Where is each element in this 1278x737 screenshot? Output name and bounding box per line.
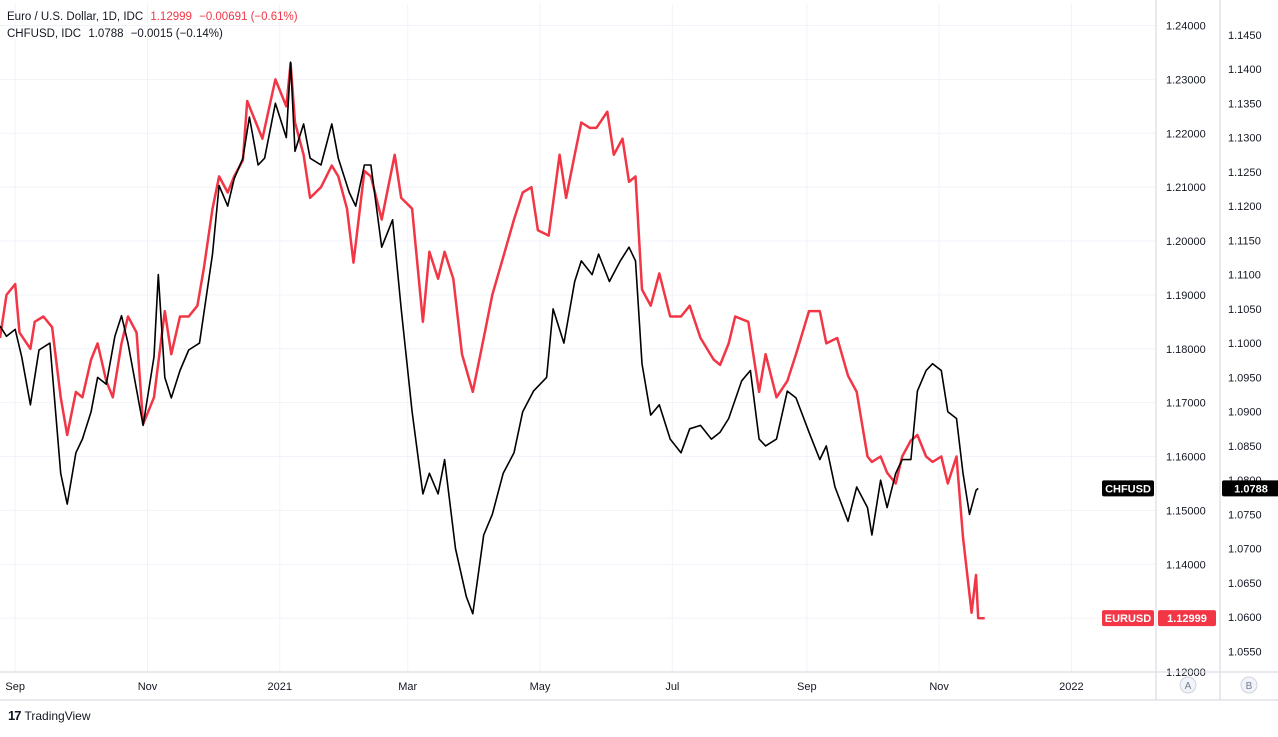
last-value-labels: EURUSD 1.12999 CHFUSD 1.0788 xyxy=(1102,480,1278,627)
y-tick-label-a: 1.21000 xyxy=(1166,182,1206,194)
y-tick-label-b: 1.0850 xyxy=(1228,441,1262,453)
y-tick-label-a: 1.14000 xyxy=(1166,559,1206,571)
last-value-tag-text: 1.0788 xyxy=(1234,483,1268,495)
y-tick-label-b: 1.1250 xyxy=(1228,167,1262,179)
y-tick-label-b: 1.0550 xyxy=(1228,646,1262,658)
last-value-tag-text: 1.12999 xyxy=(1167,613,1207,625)
last-value-tag-eurusd xyxy=(1158,610,1216,627)
x-tick-label: Sep xyxy=(5,681,25,693)
y-tick-label-b: 1.0650 xyxy=(1228,578,1262,590)
y-tick-label-b: 1.0750 xyxy=(1228,509,1262,521)
y-tick-label-b: 1.0900 xyxy=(1228,407,1262,419)
x-tick-label: Jul xyxy=(665,681,679,693)
y-tick-label-b: 1.1100 xyxy=(1228,270,1261,282)
chart-legend: Euro / U.S. Dollar, 1D, IDC 1.12999 −0.0… xyxy=(7,9,302,43)
tradingview-logo-icon: 17 xyxy=(8,708,22,723)
y-tick-label-a: 1.22000 xyxy=(1166,128,1206,140)
y-tick-label-b: 1.0950 xyxy=(1228,372,1262,384)
legend-eurusd-change: −0.00691 (−0.61%) xyxy=(199,11,298,23)
scale-button-a-label: A xyxy=(1185,681,1192,692)
series-layer xyxy=(0,61,985,620)
series-name-tag-chfusd xyxy=(1102,480,1154,497)
y-tick-label-a: 1.24000 xyxy=(1166,21,1206,33)
y-tick-label-a: 1.17000 xyxy=(1166,398,1206,410)
x-tick-label: May xyxy=(530,681,551,693)
series-name-tag-text: EURUSD xyxy=(1105,613,1152,625)
legend-chfusd-change: −0.0015 (−0.14%) xyxy=(130,28,223,40)
legend-eurusd-title: Euro / U.S. Dollar, 1D, IDC xyxy=(7,11,144,23)
x-tick-label: Mar xyxy=(398,681,417,693)
y-tick-label-a: 1.23000 xyxy=(1166,74,1206,86)
series-line-chfusd xyxy=(0,61,979,615)
last-value-tag-chfusd xyxy=(1222,480,1278,497)
y-tick-label-a: 1.19000 xyxy=(1166,290,1206,302)
x-tick-label: 2021 xyxy=(268,681,292,693)
y-tick-label-a: 1.15000 xyxy=(1166,505,1206,517)
y-tick-label-b: 1.0600 xyxy=(1228,612,1262,624)
y-tick-label-b: 1.1150 xyxy=(1228,235,1261,247)
legend-chfusd-last: 1.0788 xyxy=(88,28,124,40)
y-tick-label-b: 1.1050 xyxy=(1228,304,1262,316)
series-name-tag-text: CHFUSD xyxy=(1105,483,1151,495)
y-tick-label-b: 1.0700 xyxy=(1228,544,1262,556)
scale-button-a xyxy=(1179,676,1197,694)
x-tick-label: Sep xyxy=(797,681,817,693)
legend-row-eurusd[interactable]: Euro / U.S. Dollar, 1D, IDC 1.12999 −0.0… xyxy=(7,9,302,26)
series-line-eurusd xyxy=(0,62,985,620)
legend-chfusd-title: CHFUSD, IDC xyxy=(7,28,82,40)
series-name-tag-eurusd xyxy=(1102,610,1154,627)
y-tick-label-b: 1.1400 xyxy=(1228,64,1262,76)
y-tick-label-b: 1.1300 xyxy=(1228,133,1262,145)
scale-button-b-label: B xyxy=(1246,681,1253,692)
tradingview-brand: TradingView xyxy=(24,708,91,723)
x-tick-label: 2022 xyxy=(1059,681,1083,693)
x-tick-label: Nov xyxy=(929,681,949,693)
y-tick-label-a: 1.16000 xyxy=(1166,452,1206,464)
x-tick-label: Nov xyxy=(138,681,158,693)
legend-row-chfusd[interactable]: CHFUSD, IDC 1.0788 −0.0015 (−0.14%) xyxy=(7,26,302,43)
grid-layer xyxy=(0,4,1156,673)
y-tick-label-a: 1.20000 xyxy=(1166,236,1206,248)
legend-eurusd-last: 1.12999 xyxy=(150,11,192,23)
y-tick-label-a: 1.18000 xyxy=(1166,344,1206,356)
y-tick-label-b: 1.1350 xyxy=(1228,98,1262,110)
y-tick-label-b: 1.1450 xyxy=(1228,30,1262,42)
y-tick-label-a: 1.12000 xyxy=(1166,667,1206,679)
y-tick-label-b: 1.1000 xyxy=(1228,338,1262,350)
axis-layer: Sep Nov 2021 Mar May Jul Sep Nov 2022 1.12000 1.13… xyxy=(0,0,1278,701)
y-tick-label-b: 1.1200 xyxy=(1228,201,1262,213)
tradingview-footer[interactable]: 17 TradingView xyxy=(8,708,91,723)
scale-button-b xyxy=(1240,676,1258,694)
